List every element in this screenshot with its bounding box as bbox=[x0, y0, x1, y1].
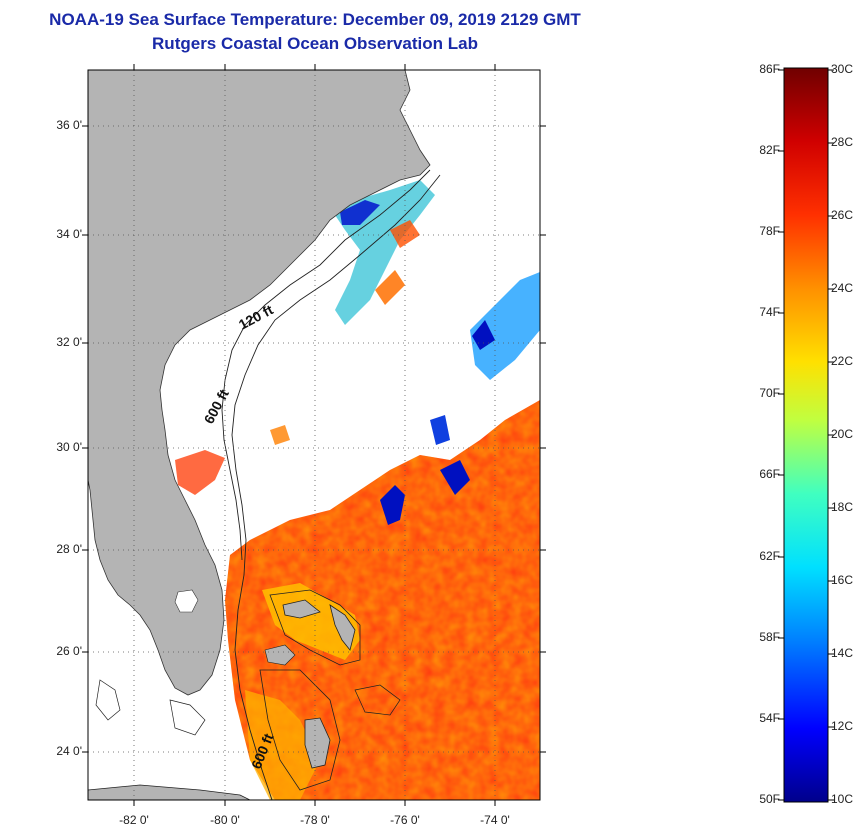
lat-label: 32 0' bbox=[56, 335, 82, 349]
map-subtitle: Rutgers Coastal Ocean Observation Lab bbox=[152, 34, 478, 53]
colorbar-c-label: 20C bbox=[831, 427, 854, 441]
contour-600ft bbox=[231, 174, 441, 800]
bahamas-abaco bbox=[329, 604, 356, 651]
graticule bbox=[88, 70, 540, 800]
colorbar-c-label: 12C bbox=[831, 719, 854, 733]
lat-label: 36 0' bbox=[56, 118, 82, 132]
bahamas-bank-yellow bbox=[262, 583, 360, 660]
lon-label: -82 0' bbox=[119, 813, 149, 827]
contour-120ft bbox=[221, 169, 431, 561]
colorbar-c-label: 24C bbox=[831, 281, 854, 295]
colorbar-f-label: 62F bbox=[759, 549, 780, 563]
colorbar-c-label: 30C bbox=[831, 62, 854, 76]
colorbar-f-label: 58F bbox=[759, 630, 780, 644]
colorbar-f-label: 50F bbox=[759, 792, 780, 806]
lat-label: 26 0' bbox=[56, 644, 82, 658]
colorbar-f-label: 78F bbox=[759, 224, 780, 238]
colorbar bbox=[783, 67, 829, 803]
cuba-land bbox=[88, 784, 251, 800]
colorbar-c-label: 26C bbox=[831, 208, 854, 222]
tick-marks bbox=[82, 64, 546, 806]
lat-label: 30 0' bbox=[56, 440, 82, 454]
lon-label: -78 0' bbox=[300, 813, 330, 827]
lon-label: -76 0' bbox=[390, 813, 420, 827]
lat-label: 28 0' bbox=[56, 542, 82, 556]
cold-patch-east bbox=[470, 272, 540, 380]
lon-label: -74 0' bbox=[480, 813, 510, 827]
colorbar-c-label: 16C bbox=[831, 573, 854, 587]
colorbar-c-label: 18C bbox=[831, 500, 854, 514]
bahamas-andros bbox=[304, 717, 331, 769]
colorbar-f-label: 66F bbox=[759, 467, 780, 481]
colorbar-f-label: 70F bbox=[759, 386, 780, 400]
colorbar-ticks bbox=[778, 69, 834, 801]
colorbar-f-label: 54F bbox=[759, 711, 780, 725]
us-land bbox=[88, 70, 431, 696]
colorbar-c-label: 14C bbox=[831, 646, 854, 660]
colorbar-f-label: 74F bbox=[759, 305, 780, 319]
map-title: NOAA-19 Sea Surface Temperature: Decembe… bbox=[49, 10, 581, 29]
colorbar-f-label: 86F bbox=[759, 62, 780, 76]
lon-label: -80 0' bbox=[210, 813, 240, 827]
colorbar-c-label: 22C bbox=[831, 354, 854, 368]
lat-label: 34 0' bbox=[56, 227, 82, 241]
colorbar-f-label: 82F bbox=[759, 143, 780, 157]
lat-label: 24 0' bbox=[56, 744, 82, 758]
colorbar-c-label: 10C bbox=[831, 792, 854, 806]
colorbar-c-label: 28C bbox=[831, 135, 854, 149]
cold-patch-mid bbox=[380, 485, 405, 525]
